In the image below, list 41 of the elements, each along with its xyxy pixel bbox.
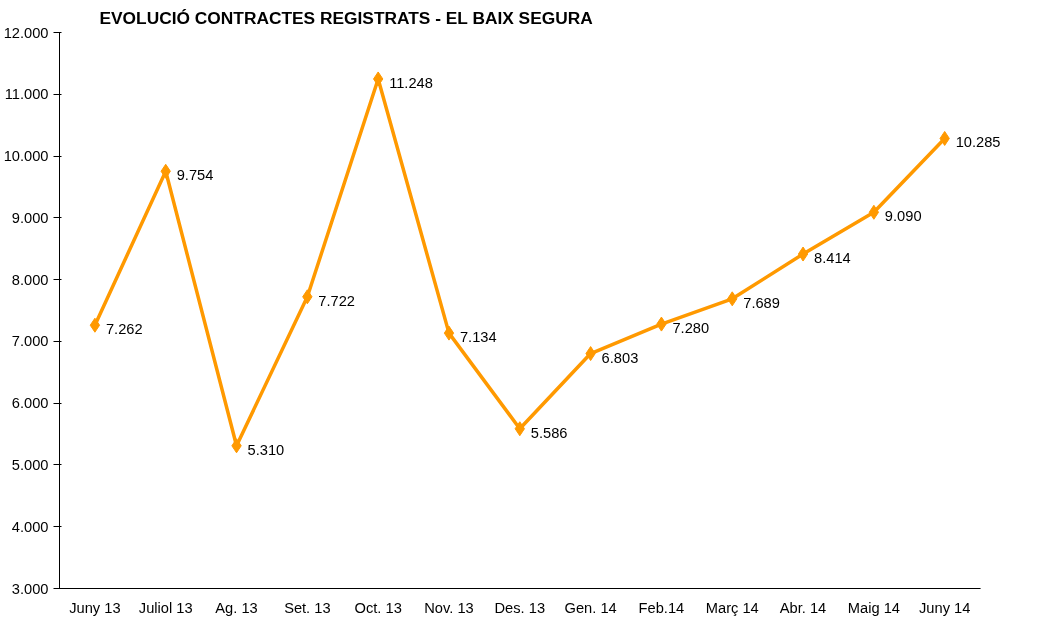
- x-tick-label: Set. 13: [284, 599, 331, 616]
- y-tick-label: 5.000: [11, 456, 49, 473]
- x-tick-label: Feb.14: [638, 599, 685, 616]
- x-tick-label: Oct. 13: [354, 599, 402, 616]
- x-tick-label: Ag. 13: [215, 599, 258, 616]
- data-label: 7.280: [672, 320, 710, 337]
- data-label: 8.414: [814, 250, 851, 267]
- x-tick-label: Abr. 14: [779, 599, 827, 616]
- data-label: 9.754: [176, 167, 214, 184]
- data-label: 11.248: [389, 74, 433, 91]
- y-tick-label: 9.000: [11, 209, 49, 226]
- y-tick-label: 3.000: [11, 580, 49, 597]
- x-tick-label: Juny 13: [69, 599, 121, 616]
- point: [868, 204, 880, 220]
- data-label: 7.722: [318, 292, 356, 309]
- data-label: 9.090: [884, 208, 922, 225]
- x-tick-label: Juny 14: [919, 599, 971, 616]
- x-tick-label: Maig 14: [847, 599, 900, 616]
- point: [443, 325, 455, 341]
- y-tick-label: 7.000: [11, 333, 49, 350]
- y-tick-label: 10.000: [3, 148, 49, 165]
- y-tick-label: 4.000: [11, 518, 49, 535]
- chart-title: EVOLUCIÓ CONTRACTES REGISTRATS - EL BAIX SEGURA: [99, 7, 594, 28]
- data-label: 7.689: [743, 294, 780, 311]
- x-tick-label: Març 14: [705, 599, 759, 616]
- x-tick-label: Juliol 13: [138, 599, 193, 616]
- data-label: 7.134: [459, 329, 497, 346]
- data-label: 6.803: [601, 349, 639, 366]
- data-label: 7.262: [105, 321, 143, 338]
- data-label: 10.285: [955, 134, 1001, 151]
- point: [797, 246, 809, 262]
- point: [89, 317, 101, 333]
- y-tick-label: 12.000: [3, 24, 49, 41]
- y-tick-label: 6.000: [11, 395, 49, 412]
- data-label: 5.310: [247, 441, 285, 458]
- x-tick-label: Nov. 13: [424, 599, 474, 616]
- y-tick-label: 11.000: [4, 86, 49, 103]
- x-tick-label: Des. 13: [494, 599, 546, 616]
- data-label: 5.586: [530, 424, 568, 441]
- y-tick-label: 8.000: [11, 271, 49, 288]
- x-tick-label: Gen. 14: [564, 599, 617, 616]
